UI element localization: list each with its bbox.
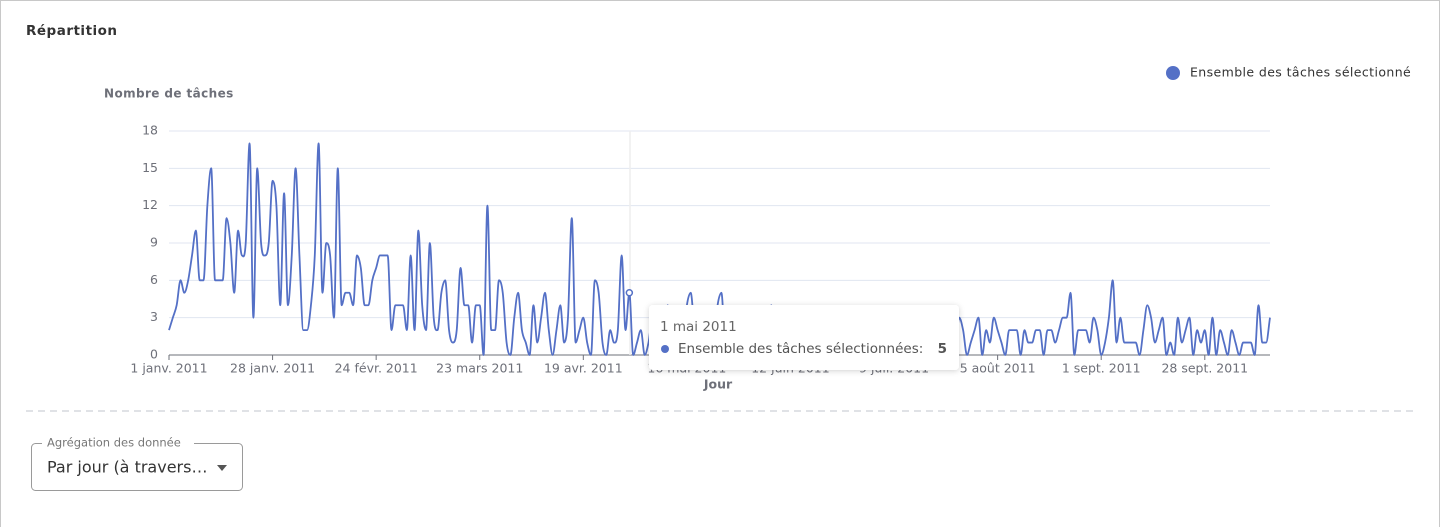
y-tick-label: 9 [150, 235, 158, 250]
y-tick-label: 18 [142, 123, 158, 138]
legend-marker [1166, 66, 1180, 80]
y-axis-title: Nombre de tâches [104, 87, 234, 101]
tooltip-box [649, 305, 959, 370]
select-value[interactable]: Par jour (à travers… [47, 458, 207, 477]
tooltip-label: Ensemble des tâches sélectionnées: [678, 341, 923, 357]
y-tick-label: 15 [142, 160, 158, 175]
legend: Ensemble des tâches sélectionné [1166, 65, 1411, 80]
hover-point [625, 289, 634, 297]
y-tick-label: 0 [150, 347, 158, 362]
aggregation-select[interactable]: Agrégation des donnée Par jour (à traver… [31, 436, 243, 491]
y-tick-label: 6 [150, 272, 158, 287]
y-tick-label: 3 [150, 309, 158, 324]
tooltip-value: 5 [938, 341, 947, 357]
x-tick-label: 19 avr. 2011 [544, 361, 623, 376]
x-tick-label: 28 janv. 2011 [230, 361, 315, 376]
x-tick-label: 24 févr. 2011 [335, 361, 418, 376]
x-axis-title: Jour [703, 377, 733, 392]
label-gap [42, 436, 194, 450]
x-tick-label: 1 janv. 2011 [130, 361, 207, 376]
tooltip: 1 mai 2011 Ensemble des tâches sélection… [649, 305, 959, 370]
section-title: Répartition [26, 23, 118, 39]
x-tick-label: 5 août 2011 [960, 361, 1036, 376]
select-arrow[interactable] [217, 465, 227, 471]
x-tick-label: 23 mars 2011 [436, 361, 523, 376]
legend-label: Ensemble des tâches sélectionné [1190, 65, 1411, 80]
x-tick-label: 28 sept. 2011 [1161, 361, 1248, 376]
tooltip-date: 1 mai 2011 [660, 319, 737, 335]
tooltip-marker [661, 345, 669, 353]
y-tick-label: 12 [142, 197, 158, 212]
select-label: Agrégation des donnée [47, 436, 181, 450]
x-tick-label: 1 sept. 2011 [1062, 361, 1141, 376]
